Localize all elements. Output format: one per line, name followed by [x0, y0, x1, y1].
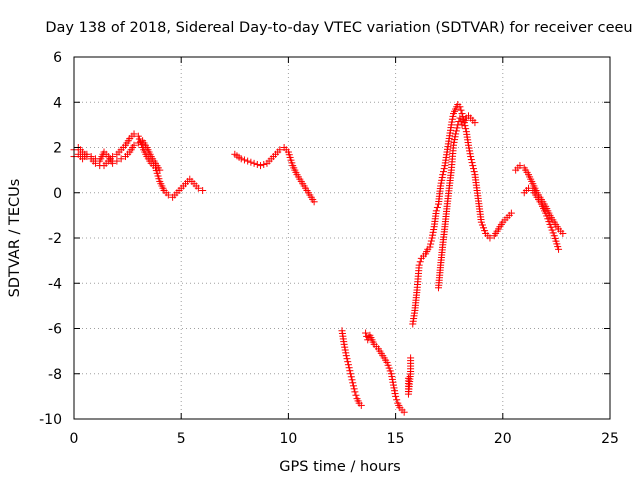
data-point [470, 168, 478, 176]
data-point [407, 354, 415, 362]
data-point [156, 166, 164, 174]
y-tick-label: -8 [48, 367, 62, 383]
x-tick-label: 10 [279, 431, 297, 447]
data-point [349, 382, 357, 390]
data-point [87, 153, 95, 161]
data-point [344, 358, 352, 366]
data-point [199, 186, 207, 194]
data-point [240, 156, 248, 164]
data-point [393, 396, 401, 404]
data-point [348, 376, 356, 384]
data-point [194, 184, 202, 192]
plot-frame [73, 56, 611, 420]
data-point [456, 103, 464, 111]
data-point [113, 157, 121, 165]
x-tick-label: 0 [70, 431, 79, 447]
data-point [357, 401, 365, 409]
data-point [347, 370, 355, 378]
data-point [130, 130, 138, 138]
y-tick-labels: -10 -8 -6 -4 -2 0 2 4 6 [39, 50, 62, 428]
data-point [439, 171, 447, 179]
data-point [432, 207, 440, 215]
data-point [459, 113, 467, 121]
y-tick-label: -4 [48, 276, 62, 292]
data-point [525, 184, 533, 192]
data-point [83, 150, 91, 158]
x-tick-label: 20 [494, 431, 512, 447]
data-point [456, 114, 464, 122]
data-point [427, 240, 435, 248]
data-point [345, 364, 353, 372]
y-tick-label: 4 [53, 95, 62, 111]
data-point [468, 159, 476, 167]
data-point [164, 191, 172, 199]
data-point [458, 110, 466, 118]
data-point [507, 209, 515, 217]
data-point [555, 245, 563, 253]
data-point [362, 329, 370, 337]
data-point [342, 352, 350, 360]
data-point [400, 408, 408, 416]
data-point [250, 159, 258, 167]
data-point [559, 229, 567, 237]
data-point [415, 261, 423, 269]
data-point [346, 367, 354, 375]
data-point [117, 155, 125, 163]
data-point [349, 379, 357, 387]
data-markers [70, 101, 567, 416]
y-tick-label: 0 [53, 186, 62, 202]
data-point [457, 106, 465, 114]
data-point [457, 117, 465, 125]
data-point [344, 361, 352, 369]
x-tick-labels: 0 5 10 15 20 25 [70, 431, 619, 447]
data-point [347, 373, 355, 381]
data-point [469, 165, 477, 173]
data-point [416, 258, 424, 266]
data-point [130, 141, 138, 149]
data-point [462, 125, 470, 133]
x-tick-label: 15 [387, 431, 405, 447]
data-point [352, 391, 360, 399]
data-point [244, 157, 252, 165]
data-point [433, 203, 441, 211]
data-point [253, 160, 261, 168]
data-point [440, 165, 448, 173]
gridlines [74, 57, 610, 419]
data-point [469, 162, 477, 170]
data-point [109, 159, 117, 167]
data-point [350, 385, 358, 393]
data-point [452, 127, 460, 135]
data-point [260, 160, 268, 168]
data-point [439, 168, 447, 176]
chart-title: Day 138 of 2018, Sidereal Day-to-day VTE… [45, 20, 632, 36]
y-tick-label: -10 [39, 412, 62, 428]
data-point [276, 146, 284, 154]
data-point [426, 243, 434, 251]
x-axis-label: GPS time / hours [279, 459, 400, 475]
data-point [516, 162, 524, 170]
data-point [237, 155, 245, 163]
data-point [247, 158, 255, 166]
y-tick-label: 6 [53, 50, 62, 66]
data-point [343, 355, 351, 363]
data-point [392, 392, 400, 400]
y-tick-label: -2 [48, 231, 62, 247]
y-tick-label: 2 [53, 141, 62, 157]
data-point [310, 198, 318, 206]
data-point [467, 153, 475, 161]
data-point [453, 124, 461, 132]
data-point [427, 237, 435, 245]
x-tick-label: 5 [177, 431, 186, 447]
data-point [467, 156, 475, 164]
data-point [452, 130, 460, 138]
data-point [471, 119, 479, 127]
y-axis-label: SDTVAR / TECUs [7, 179, 23, 298]
data-point [486, 234, 494, 242]
y-tick-label: -6 [48, 322, 62, 338]
data-point [351, 388, 359, 396]
data-point [257, 162, 265, 170]
x-tick-label: 25 [601, 431, 619, 447]
